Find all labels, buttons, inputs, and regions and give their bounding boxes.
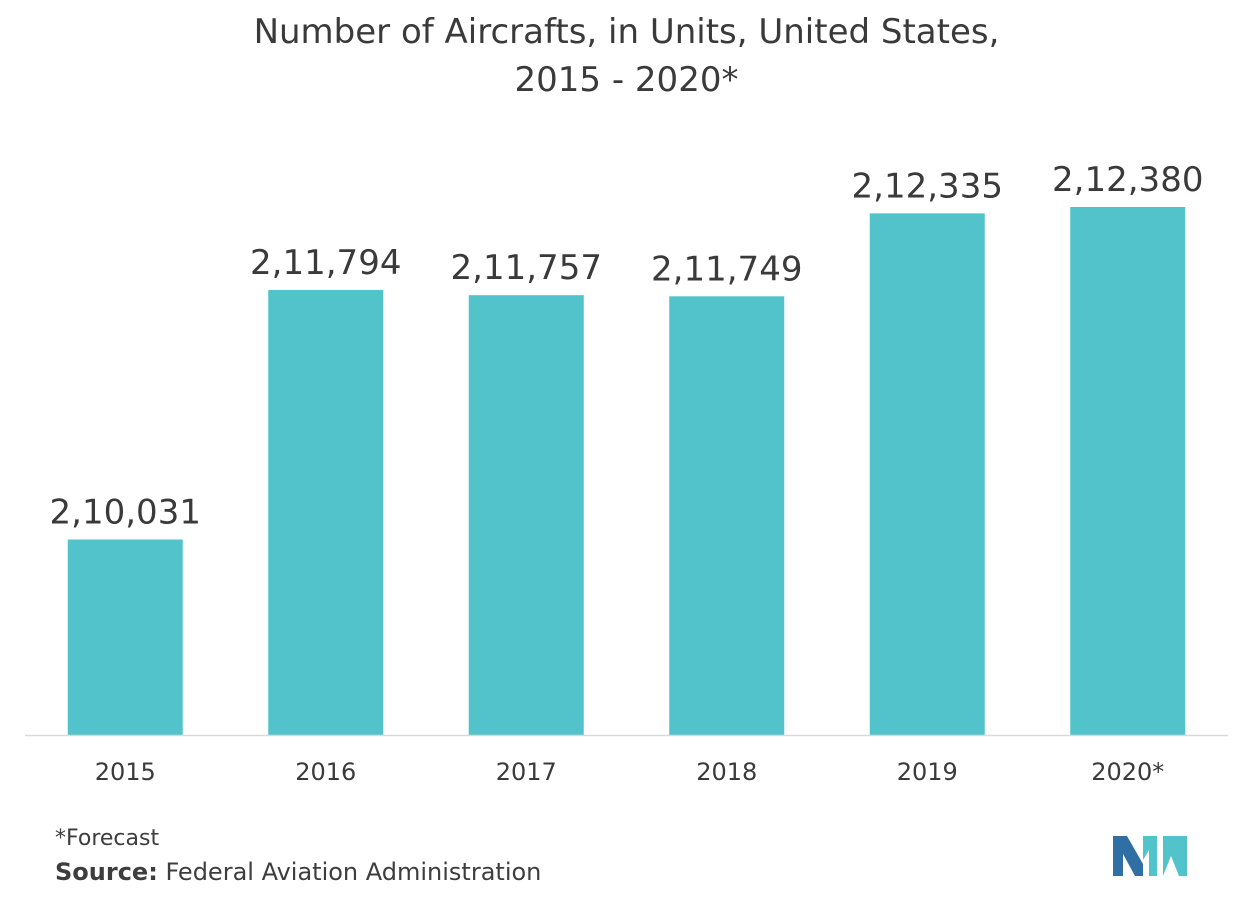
source-label: Source: [55, 858, 158, 886]
bar-2015 [67, 539, 183, 735]
mordor-intelligence-logo-icon [1113, 836, 1187, 876]
logo-shape-right [1163, 836, 1187, 876]
x-tick-label-2019: 2019 [897, 758, 958, 786]
bar-2019 [869, 213, 985, 735]
data-label-2018: 2,11,749 [651, 249, 802, 289]
logo-shape-left [1113, 836, 1143, 876]
labels-layer: 2,10,031 2,11,794 2,11,757 2,11,749 2,12,335… [50, 160, 1204, 533]
x-tick-label-2018: 2018 [696, 758, 757, 786]
chart-title-line1: Number of Aircrafts, in Units, United St… [253, 12, 1000, 52]
bar-2018 [669, 296, 785, 735]
bar-2016 [268, 289, 384, 735]
x-tick-label-2016: 2016 [295, 758, 356, 786]
x-tick-label-2015: 2015 [95, 758, 156, 786]
ticks-layer: 2015 2016 2017 2018 2019 2020* [95, 758, 1165, 786]
bar-2017 [468, 295, 584, 735]
data-label-2017: 2,11,757 [451, 248, 602, 288]
x-tick-label-2017: 2017 [496, 758, 557, 786]
data-label-2020: 2,12,380 [1052, 160, 1203, 200]
data-label-2016: 2,11,794 [250, 243, 401, 283]
source-note: Source: Federal Aviation Administration [55, 858, 541, 886]
bar-2020 [1070, 206, 1186, 736]
source-text: Federal Aviation Administration [165, 858, 542, 886]
chart-title: Number of Aircrafts, in Units, United St… [0, 8, 1253, 104]
bars-layer [67, 206, 1186, 736]
data-label-2019: 2,12,335 [852, 166, 1003, 206]
logo-shape-middle [1143, 836, 1157, 876]
data-label-2015: 2,10,031 [50, 493, 201, 533]
chart-title-line2: 2015 - 2020* [514, 60, 739, 100]
forecast-footnote: *Forecast [55, 826, 160, 851]
x-tick-label-2020: 2020* [1091, 758, 1164, 786]
